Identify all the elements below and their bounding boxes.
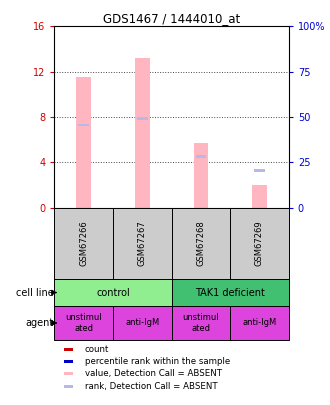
Text: percentile rank within the sample: percentile rank within the sample: [85, 357, 230, 367]
Bar: [252, 185, 267, 208]
Bar: [77, 77, 91, 208]
Text: anti-IgM: anti-IgM: [242, 318, 277, 328]
FancyBboxPatch shape: [113, 306, 172, 340]
Text: control: control: [96, 288, 130, 298]
FancyBboxPatch shape: [172, 279, 289, 306]
Text: unstimul
ated: unstimul ated: [65, 313, 102, 333]
FancyBboxPatch shape: [172, 306, 230, 340]
Text: unstimul
ated: unstimul ated: [182, 313, 219, 333]
Text: cell line: cell line: [16, 288, 53, 298]
Bar: [64, 348, 73, 351]
Bar: [64, 373, 73, 375]
Text: GSM67268: GSM67268: [196, 220, 205, 266]
Bar: [254, 169, 265, 172]
Bar: [196, 155, 206, 158]
Title: GDS1467 / 1444010_at: GDS1467 / 1444010_at: [103, 12, 240, 25]
Text: GSM67269: GSM67269: [255, 220, 264, 266]
Bar: [137, 117, 148, 119]
FancyBboxPatch shape: [230, 208, 289, 279]
FancyBboxPatch shape: [172, 208, 230, 279]
Bar: [194, 143, 208, 208]
Bar: [79, 124, 89, 126]
Text: count: count: [85, 345, 109, 354]
FancyBboxPatch shape: [54, 279, 172, 306]
Text: TAK1 deficient: TAK1 deficient: [195, 288, 265, 298]
Text: agent: agent: [25, 318, 53, 328]
FancyBboxPatch shape: [230, 306, 289, 340]
Text: GSM67267: GSM67267: [138, 220, 147, 266]
Bar: [64, 360, 73, 363]
Text: anti-IgM: anti-IgM: [125, 318, 159, 328]
Text: GSM67266: GSM67266: [79, 220, 88, 266]
FancyBboxPatch shape: [54, 306, 113, 340]
Text: value, Detection Call = ABSENT: value, Detection Call = ABSENT: [85, 369, 222, 378]
Bar: [64, 385, 73, 388]
Bar: [135, 58, 149, 208]
FancyBboxPatch shape: [54, 208, 113, 279]
Text: rank, Detection Call = ABSENT: rank, Detection Call = ABSENT: [85, 382, 217, 390]
FancyBboxPatch shape: [113, 208, 172, 279]
